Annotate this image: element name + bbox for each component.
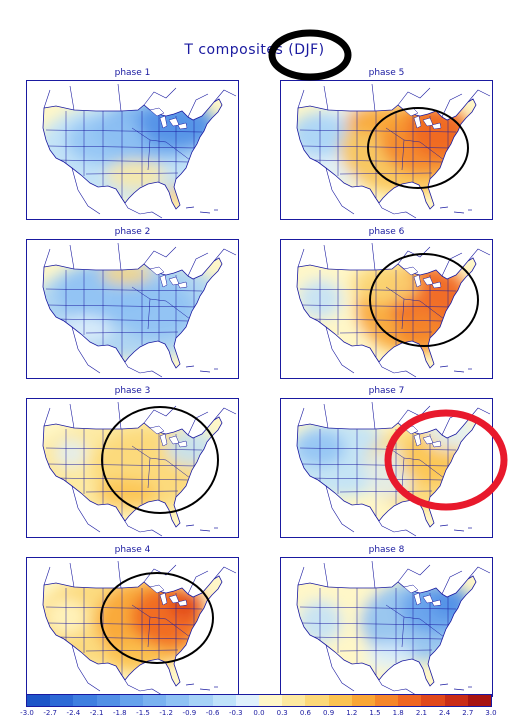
colorbar-tick-label: 0.6: [299, 709, 311, 717]
colorbar: [26, 694, 492, 707]
colorbar-swatch: [96, 695, 120, 706]
us-map: [280, 80, 493, 220]
colorbar-tick-label: -1.5: [136, 709, 150, 717]
us-map: [280, 557, 493, 697]
us-outline: [296, 575, 477, 687]
panel-label: phase 5: [368, 68, 405, 78]
colorbar-swatch: [143, 695, 167, 706]
colorbar-swatch: [351, 695, 376, 706]
colorbar-swatch: [73, 695, 97, 706]
colorbar-tick-label: 0.9: [323, 709, 335, 717]
colorbar-tick-label: 0.0: [253, 709, 265, 717]
colorbar-swatch: [375, 695, 399, 706]
colorbar-swatch: [398, 695, 422, 706]
panel-phase-8: phase 8: [280, 545, 493, 697]
colorbar-tick-label: 1.8: [392, 709, 404, 717]
colorbar-tick-label: -0.6: [205, 709, 220, 717]
us-map: [26, 80, 239, 220]
colorbar-swatch: [189, 695, 213, 706]
us-outline: [42, 98, 223, 210]
colorbar-tick-label: 3.0: [485, 709, 497, 717]
colorbar-tick-label: -2.4: [66, 709, 81, 717]
colorbar-tick-label: -2.1: [89, 709, 104, 717]
colorbar-tick-label: 2.7: [462, 709, 474, 717]
colorbar-swatch: [328, 695, 352, 706]
colorbar-tick-label: -1.2: [159, 709, 174, 717]
colorbar-tick-label: 2.1: [415, 709, 427, 717]
colorbar-swatch: [50, 695, 74, 706]
panel-label: phase 6: [368, 227, 405, 237]
colorbar-swatch: [166, 695, 190, 706]
panel-phase-1: phase 1: [26, 68, 239, 220]
us-map: [26, 398, 239, 538]
colorbar-tick-label: 2.4: [439, 709, 451, 717]
colorbar-tick-label: -2.7: [43, 709, 58, 717]
figure-title: T composites (DJF): [184, 42, 325, 58]
panel-phase-4: phase 4: [26, 545, 239, 697]
us-outline: [42, 257, 223, 369]
panel-label: phase 7: [368, 386, 405, 396]
colorbar-swatch: [235, 695, 260, 706]
colorbar-swatch: [282, 695, 306, 706]
colorbar-tick-label: -3.0: [20, 709, 34, 717]
us-map: [280, 398, 493, 538]
panel-label: phase 2: [114, 227, 151, 237]
colorbar-tick-label: -0.9: [182, 709, 197, 717]
colorbar-swatch: [27, 695, 51, 706]
panel-label: phase 4: [114, 545, 151, 555]
colorbar-swatch: [467, 695, 492, 706]
panel-phase-7: phase 7: [280, 386, 493, 538]
colorbar-swatch: [212, 695, 236, 706]
colorbar-tick-label: -1.8: [112, 709, 127, 717]
colorbar-swatch: [119, 695, 144, 706]
colorbar-tick-label: 0.3: [276, 709, 288, 717]
colorbar-swatch: [444, 695, 468, 706]
colorbar-tick-label: -0.3: [228, 709, 243, 717]
colorbar-swatch: [259, 695, 283, 706]
panel-phase-2: phase 2: [26, 227, 239, 379]
colorbar-tick-label: 1.5: [369, 709, 381, 717]
panel-phase-6: phase 6: [280, 227, 493, 379]
panel-label: phase 8: [368, 545, 405, 555]
panel-phase-3: phase 3: [26, 386, 239, 538]
colorbar-swatch: [305, 695, 329, 706]
colorbar-swatch: [421, 695, 445, 706]
panel-phase-5: phase 5: [280, 68, 493, 220]
us-map: [280, 239, 493, 379]
colorbar-tick-label: 1.2: [346, 709, 358, 717]
panel-label: phase 1: [114, 68, 151, 78]
us-map: [26, 557, 239, 697]
us-map: [26, 239, 239, 379]
colorbar-labels: -3.0 -2.7 -2.4 -2.1 -1.8 -1.5 -1.2 -0.9 -0.6 -0.3…: [0, 709, 509, 721]
panel-label: phase 3: [114, 386, 151, 396]
